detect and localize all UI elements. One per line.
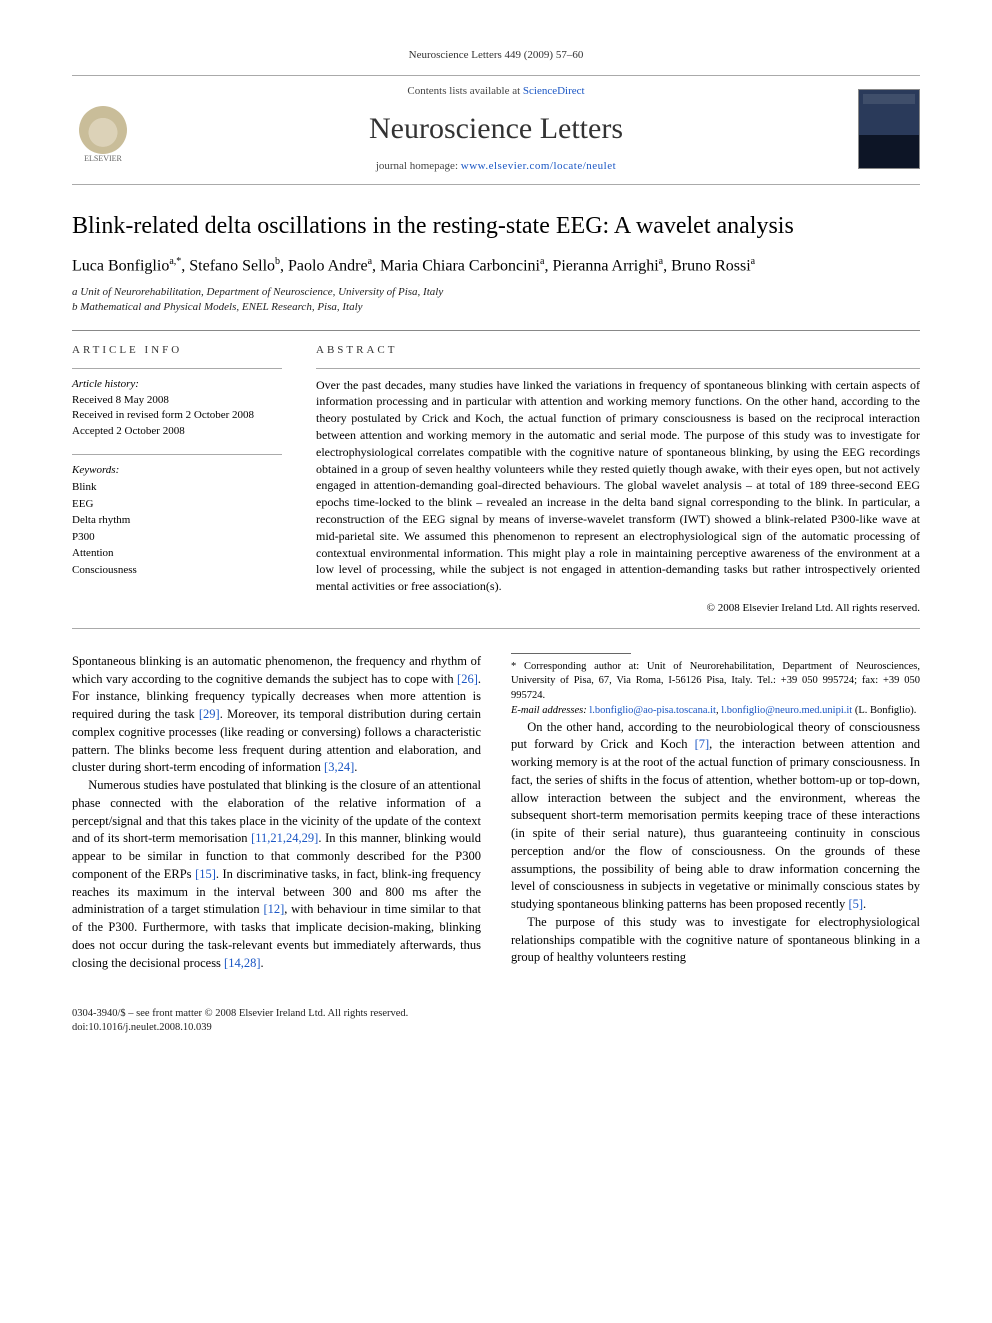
keywords-block: Keywords: Blink EEG Delta rhythm P300 At… xyxy=(72,463,282,578)
ref-15[interactable]: [15] xyxy=(195,867,216,881)
body-para-3: On the other hand, according to the neur… xyxy=(511,719,920,914)
corresponding-author-note: * Corresponding author at: Unit of Neuro… xyxy=(511,660,920,704)
journal-cover-thumb xyxy=(858,89,920,169)
abs-rule xyxy=(316,368,920,369)
authors: Luca Bonfiglioa,*, Stefano Sellob, Paolo… xyxy=(72,255,920,277)
body-text: . xyxy=(863,897,866,911)
issn-line: 0304-3940/$ – see front matter © 2008 El… xyxy=(72,1007,920,1022)
sciencedirect-link[interactable]: ScienceDirect xyxy=(523,85,585,97)
email-label: E-mail addresses: xyxy=(511,705,589,716)
elsevier-tree-icon xyxy=(79,106,127,154)
ref-5[interactable]: [5] xyxy=(848,897,863,911)
info-rule xyxy=(72,368,282,369)
footnotes: * Corresponding author at: Unit of Neuro… xyxy=(511,660,920,719)
abstract-copyright: © 2008 Elsevier Ireland Ltd. All rights … xyxy=(316,601,920,616)
contents-available-line: Contents lists available at ScienceDirec… xyxy=(146,84,846,99)
ref-14-28[interactable]: [14,28] xyxy=(224,956,260,970)
doi-line: doi:10.1016/j.neulet.2008.10.039 xyxy=(72,1021,920,1036)
ref-11-21-24-29[interactable]: [11,21,24,29] xyxy=(251,831,318,845)
abstract-column: abstract Over the past decades, many stu… xyxy=(316,343,920,616)
affiliation-a: a Unit of Neurorehabilitation, Departmen… xyxy=(72,285,920,300)
history-label: Article history: xyxy=(72,377,282,393)
abstract-text: Over the past decades, many studies have… xyxy=(316,377,920,595)
journal-name: Neuroscience Letters xyxy=(146,109,846,150)
article-title: Blink-related delta oscillations in the … xyxy=(72,211,920,241)
ref-3-24[interactable]: [3,24] xyxy=(324,760,354,774)
elsevier-logo: ELSEVIER xyxy=(72,93,134,165)
body-para-2: Numerous studies have postulated that bl… xyxy=(72,777,481,972)
keyword: Delta rhythm xyxy=(72,512,282,529)
ref-26[interactable]: [26] xyxy=(457,672,478,686)
abstract-head: abstract xyxy=(316,343,920,358)
page-footer: 0304-3940/$ – see front matter © 2008 El… xyxy=(72,1007,920,1036)
keyword: EEG xyxy=(72,496,282,513)
body-text: Spontaneous blinking is an automatic phe… xyxy=(72,654,481,686)
ref-12[interactable]: [12] xyxy=(263,902,284,916)
ref-7[interactable]: [7] xyxy=(695,737,710,751)
journal-header: ELSEVIER Contents lists available at Sci… xyxy=(72,75,920,185)
body-text: . xyxy=(354,760,357,774)
article-history: Article history: Received 8 May 2008 Rec… xyxy=(72,377,282,441)
history-received: Received 8 May 2008 xyxy=(72,393,282,409)
publisher-name: ELSEVIER xyxy=(84,154,122,165)
body-text: , the interaction between attention and … xyxy=(511,737,920,911)
keyword: Blink xyxy=(72,479,282,496)
affiliations: a Unit of Neurorehabilitation, Departmen… xyxy=(72,285,920,316)
body-text: . xyxy=(261,956,264,970)
keyword: P300 xyxy=(72,529,282,546)
article-info-column: article info Article history: Received 8… xyxy=(72,343,282,616)
affiliation-b: b Mathematical and Physical Models, ENEL… xyxy=(72,300,920,315)
email-link-2[interactable]: l.bonfiglio@neuro.med.unipi.it xyxy=(721,705,852,716)
running-head: Neuroscience Letters 449 (2009) 57–60 xyxy=(72,48,920,63)
keywords-label: Keywords: xyxy=(72,463,282,479)
body-para-1: Spontaneous blinking is an automatic phe… xyxy=(72,653,481,777)
homepage-line: journal homepage: www.elsevier.com/locat… xyxy=(146,159,846,174)
history-accepted: Accepted 2 October 2008 xyxy=(72,424,282,440)
history-revised: Received in revised form 2 October 2008 xyxy=(72,408,282,424)
keyword: Attention xyxy=(72,545,282,562)
ref-29[interactable]: [29] xyxy=(199,707,220,721)
email-line: E-mail addresses: l.bonfiglio@ao-pisa.to… xyxy=(511,704,920,719)
email-tail: (L. Bonfiglio). xyxy=(852,705,916,716)
rule-top xyxy=(72,330,920,331)
homepage-link[interactable]: www.elsevier.com/locate/neulet xyxy=(461,160,616,172)
footnote-separator xyxy=(511,653,631,654)
body-columns: Spontaneous blinking is an automatic phe… xyxy=(72,653,920,979)
body-text: The purpose of this study was to investi… xyxy=(511,915,920,965)
contents-prefix: Contents lists available at xyxy=(407,85,522,97)
info-rule-2 xyxy=(72,454,282,455)
rule-mid xyxy=(72,628,920,629)
body-para-4: The purpose of this study was to investi… xyxy=(511,914,920,967)
article-info-head: article info xyxy=(72,343,282,358)
keyword: Consciousness xyxy=(72,562,282,579)
body-text: . In discriminative tasks, in fact, blin… xyxy=(216,867,412,881)
email-link-1[interactable]: l.bonfiglio@ao-pisa.toscana.it xyxy=(589,705,716,716)
homepage-prefix: journal homepage: xyxy=(376,160,461,172)
